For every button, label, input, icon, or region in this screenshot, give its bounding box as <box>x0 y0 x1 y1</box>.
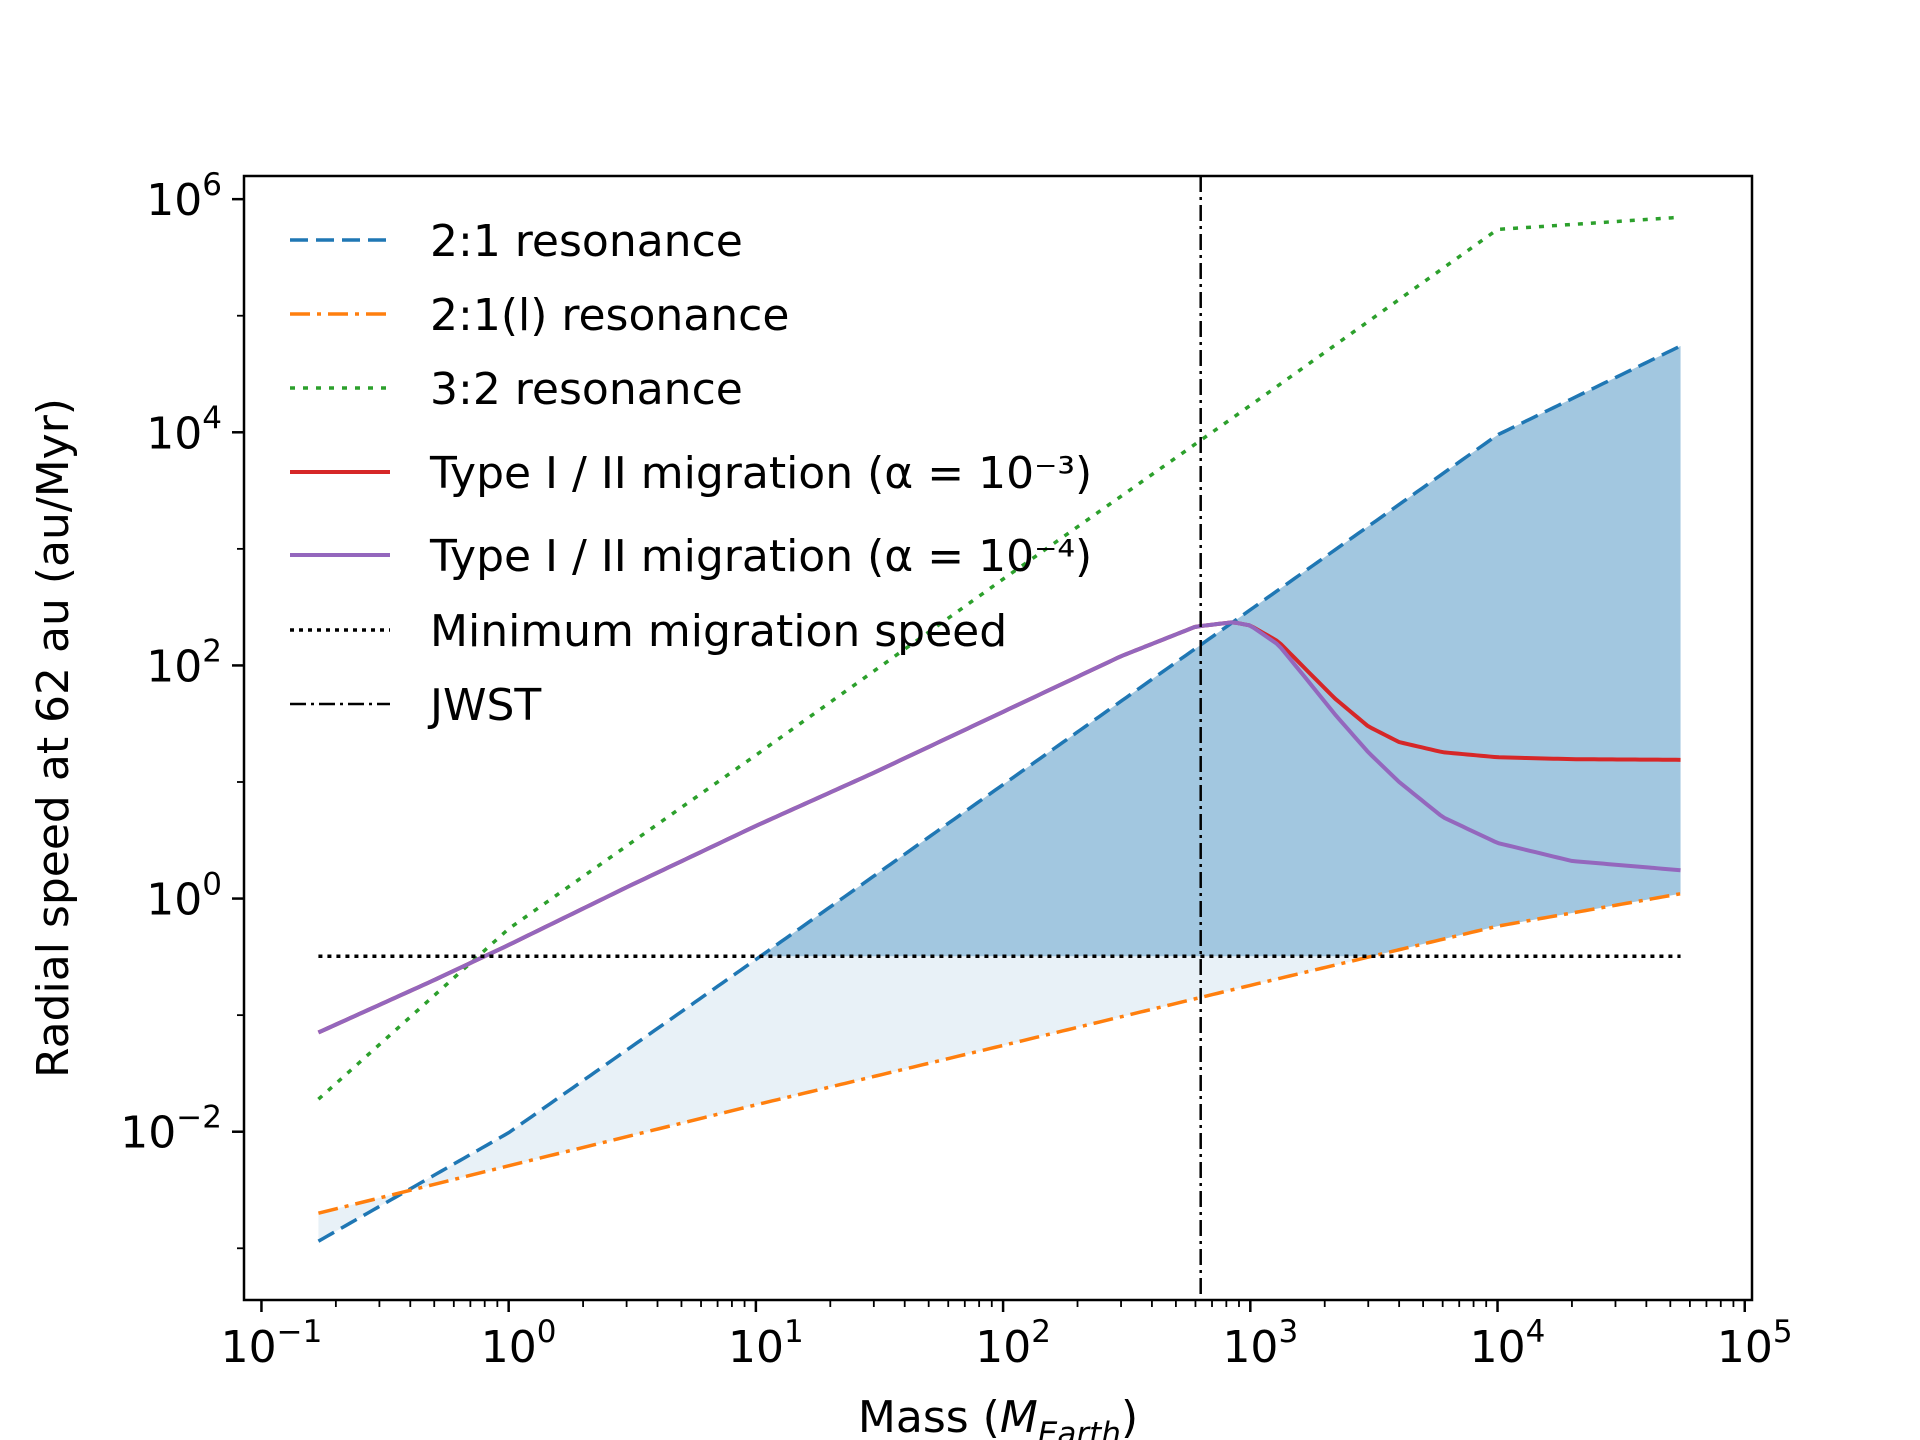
x-tick-label: 102 <box>975 1314 1051 1373</box>
y-tick-label: 10−2 <box>120 1100 222 1159</box>
y-tick-label: 102 <box>146 633 222 692</box>
x-axis-title-main: Mass ( <box>858 1392 1000 1440</box>
x-tick-label: 104 <box>1470 1314 1546 1373</box>
legend-item-type-i-ii-migration-10: Type I / II migration (α = 10⁻³) <box>290 448 1092 499</box>
legend-item-2-1-l-resonance: 2:1(l) resonance <box>290 290 789 341</box>
x-axis-title-symbol: M <box>1000 1392 1038 1440</box>
x-tick-label: 101 <box>728 1314 804 1373</box>
y-tick-label: 100 <box>146 867 222 926</box>
series-line-2-1-l-resonance <box>317 892 1681 1215</box>
legend-item-minimum-migration-speed: Minimum migration speed <box>290 606 1007 657</box>
legend: 2:1 resonance 2:1(l) resonance 3:2 resonan… <box>290 216 1092 731</box>
legend-label: 3:2 resonance <box>430 364 743 415</box>
x-tick-label: 103 <box>1222 1314 1298 1373</box>
legend-label: 2:1(l) resonance <box>430 290 789 341</box>
legend-item-jwst: JWST <box>290 680 541 731</box>
shaded-region-light <box>318 345 1681 1242</box>
x-tick-label: 100 <box>481 1314 557 1373</box>
y-tick-label: 104 <box>146 400 222 459</box>
y-tick-label: 106 <box>146 167 222 226</box>
x-tick-label: 10−1 <box>221 1314 323 1373</box>
x-tick-label: 105 <box>1717 1314 1793 1373</box>
shaded-region-dark <box>761 345 1681 957</box>
x-axis-title-end: ) <box>1121 1392 1138 1440</box>
legend-label: Minimum migration speed <box>430 606 1007 657</box>
legend-label: JWST <box>427 680 541 731</box>
plot-frame <box>242 174 1754 1302</box>
legend-item-type-i-ii-migration-10: Type I / II migration (α = 10⁻⁴) <box>290 531 1092 582</box>
shaded-regions <box>318 345 1681 1242</box>
y-axis-title: Radial speed at 62 au (au/Myr) <box>28 398 79 1078</box>
series-line-3-2-resonance <box>317 215 1681 1101</box>
legend-label: Type I / II migration (α = 10⁻⁴) <box>429 531 1092 582</box>
legend-label: 2:1 resonance <box>430 216 743 267</box>
series-line-2-1-resonance <box>317 344 1682 1243</box>
legend-item-2-1-resonance: 2:1 resonance <box>290 216 743 267</box>
series-lines <box>317 176 1682 1300</box>
series-line-type-i-ii-migration-10 <box>317 620 1681 1035</box>
axis-ticks: 10−1 100 101 102 103 104 105 10−2 100 102 104 106 <box>120 167 1792 1373</box>
legend-item-3-2-resonance: 3:2 resonance <box>290 364 743 415</box>
x-axis-title: Mass (MEarth) <box>858 1392 1138 1440</box>
x-axis-title-subscript: Earth <box>1038 1416 1121 1440</box>
legend-label: Type I / II migration (α = 10⁻³) <box>429 448 1092 499</box>
